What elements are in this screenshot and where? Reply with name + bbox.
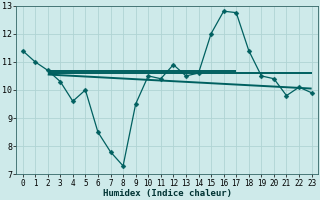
X-axis label: Humidex (Indice chaleur): Humidex (Indice chaleur) bbox=[103, 189, 232, 198]
